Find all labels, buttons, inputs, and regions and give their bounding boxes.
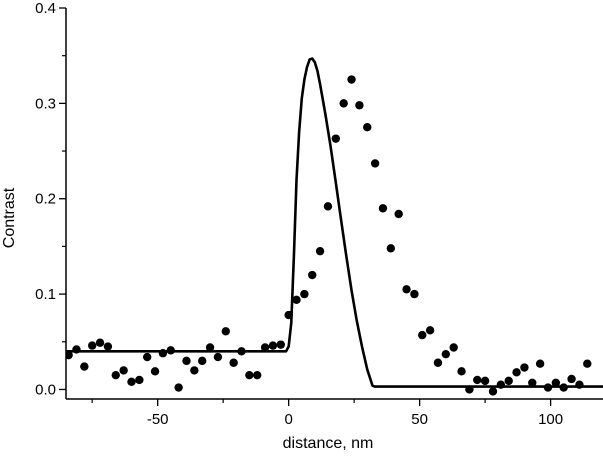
data-point [473, 375, 482, 385]
y-tick-label: 0.0 [35, 381, 56, 398]
data-point [150, 367, 160, 376]
x-axis-title: distance, nm [283, 435, 374, 452]
data-point [347, 75, 356, 84]
data-point [119, 366, 128, 375]
data-point [221, 327, 230, 336]
axes: -50 0 50 100 0.0 0.1 0.2 0.3 0.4 [35, 0, 603, 428]
data-point [418, 330, 427, 340]
data-point [425, 326, 435, 335]
data-point [339, 99, 348, 108]
data-point [583, 359, 592, 368]
data-point [363, 123, 372, 132]
data-point [135, 375, 144, 385]
data-point [449, 343, 458, 352]
y-tick-label: 0.4 [35, 0, 56, 17]
data-point [111, 370, 120, 380]
data-point [441, 349, 451, 359]
data-point [496, 380, 506, 389]
data-point [378, 204, 388, 213]
fit-curve-layer [66, 57, 603, 388]
data-point [95, 338, 105, 347]
data-point [198, 356, 207, 366]
x-tick-label: 50 [411, 411, 428, 428]
data-point [528, 378, 537, 387]
data-point [433, 358, 443, 367]
data-point [575, 380, 584, 389]
data-point [66, 350, 73, 360]
data-point [158, 349, 168, 358]
data-point [300, 289, 309, 299]
x-tick-label: 0 [284, 411, 292, 428]
x-tick-label: -50 [147, 411, 169, 428]
data-point [323, 202, 333, 211]
fit-curve-line [66, 57, 603, 388]
data-point [512, 368, 521, 377]
data-point [284, 310, 293, 320]
data-point [127, 377, 136, 387]
data-point [80, 362, 89, 371]
data-point [190, 366, 199, 375]
data-point [174, 383, 183, 392]
data-point [103, 342, 113, 351]
data-point [386, 244, 396, 253]
data-point [315, 246, 325, 256]
data-point [504, 376, 513, 386]
data-point [88, 341, 97, 350]
data-point [480, 376, 490, 386]
data-point [143, 352, 152, 362]
data-point [551, 378, 561, 387]
data-point [268, 341, 278, 350]
data-point [355, 101, 364, 110]
data-point [402, 285, 411, 294]
data-point [370, 159, 380, 168]
data-point [237, 347, 246, 356]
data-point [72, 345, 81, 354]
data-point [229, 358, 238, 367]
data-point [166, 346, 175, 355]
data-point [213, 352, 223, 362]
data-point [410, 289, 419, 299]
data-point [488, 387, 498, 396]
data-point [205, 343, 215, 352]
data-point [559, 383, 568, 392]
y-axis-title: Contrast [1, 187, 18, 248]
y-tick-label: 0.3 [35, 95, 56, 112]
data-point [465, 385, 474, 394]
data-point [535, 359, 545, 368]
y-tick-label: 0.1 [35, 286, 56, 303]
y-tick-label: 0.2 [35, 191, 56, 208]
x-tick-label: 100 [538, 411, 563, 428]
data-point [457, 367, 466, 376]
data-point [567, 374, 576, 384]
data-point [253, 370, 262, 380]
data-point [245, 370, 254, 380]
data-point [394, 209, 403, 219]
data-point [520, 363, 529, 372]
data-point [308, 270, 317, 280]
data-points-layer [66, 75, 592, 396]
data-point [260, 343, 270, 352]
data-point [331, 134, 341, 143]
data-point [543, 383, 553, 392]
data-point [182, 356, 191, 366]
data-point [292, 295, 301, 305]
data-point [276, 340, 285, 349]
